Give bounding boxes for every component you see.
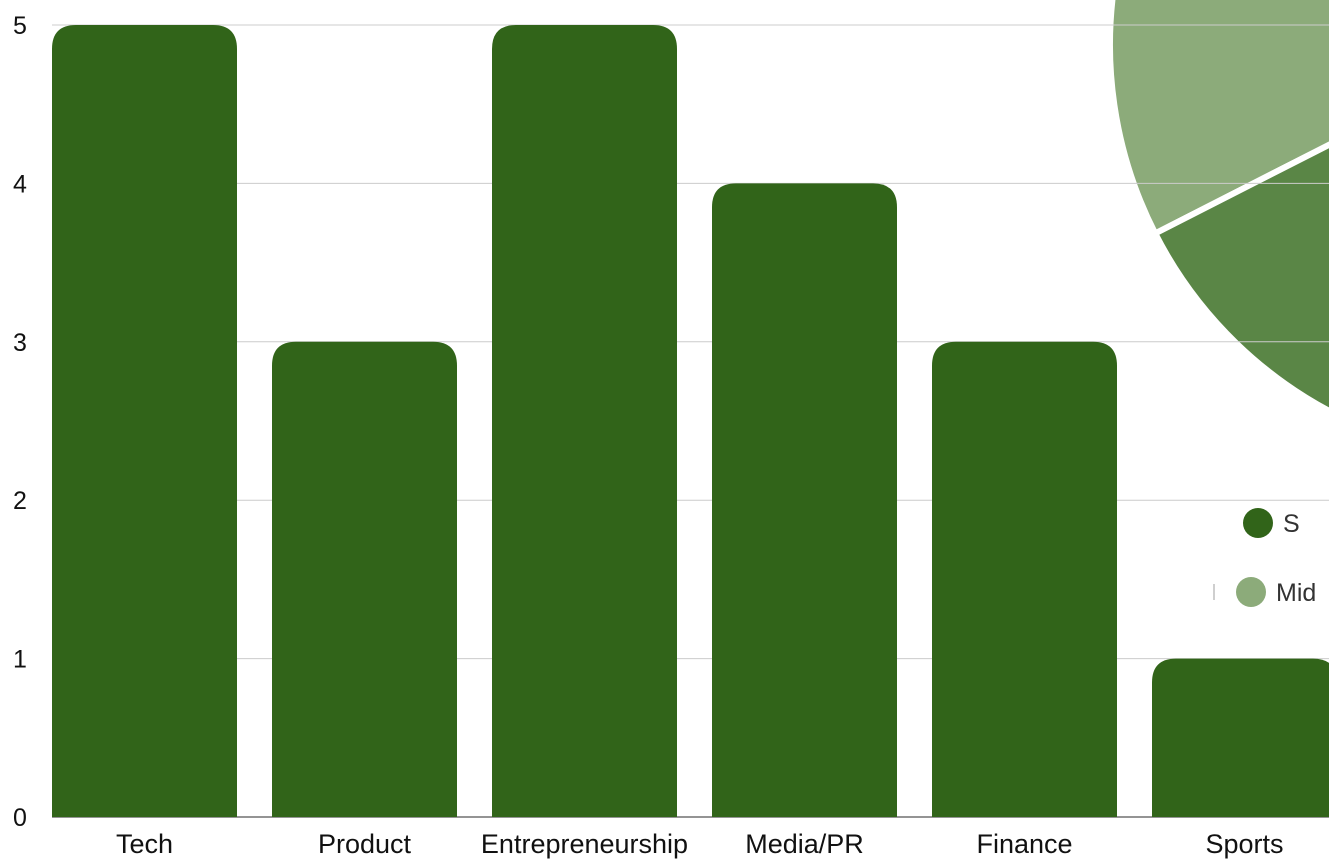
y-tick-label: 2 xyxy=(13,487,27,515)
legend-label: S xyxy=(1283,510,1300,538)
legend-divider xyxy=(1213,584,1215,600)
y-axis-tick-labels: 0 1 2 3 4 5 xyxy=(13,12,27,832)
pie-slice-light xyxy=(1107,0,1329,238)
legend-swatch xyxy=(1236,577,1266,607)
pie-slice-medium xyxy=(1151,141,1329,415)
legend-swatch xyxy=(1243,508,1273,538)
bars xyxy=(52,25,1329,817)
y-tick-label: 0 xyxy=(13,804,27,832)
legend-label: Mid xyxy=(1276,579,1316,607)
bar-finance xyxy=(932,341,1117,817)
bar-product xyxy=(272,341,457,817)
bar-entrepreneurship xyxy=(492,25,677,817)
x-category-label: Tech xyxy=(116,829,173,859)
x-axis-category-labels: Tech Product Entrepreneurship Media/PR Finan… xyxy=(116,829,1284,859)
x-category-label: Finance xyxy=(976,829,1072,859)
pie-legend: S Mid xyxy=(1213,508,1316,607)
x-category-label: Product xyxy=(318,829,412,859)
bar-sports xyxy=(1152,658,1329,817)
x-category-label: Sports xyxy=(1205,829,1283,859)
x-category-label: Media/PR xyxy=(745,829,864,859)
y-tick-label: 4 xyxy=(13,170,27,198)
background-pie-chart xyxy=(1107,0,1329,415)
bar-tech xyxy=(52,25,237,817)
bar-media-pr xyxy=(712,183,897,817)
y-tick-label: 5 xyxy=(13,12,27,40)
y-tick-label: 1 xyxy=(13,646,27,674)
y-tick-label: 3 xyxy=(13,329,27,357)
x-category-label: Entrepreneurship xyxy=(481,829,688,859)
